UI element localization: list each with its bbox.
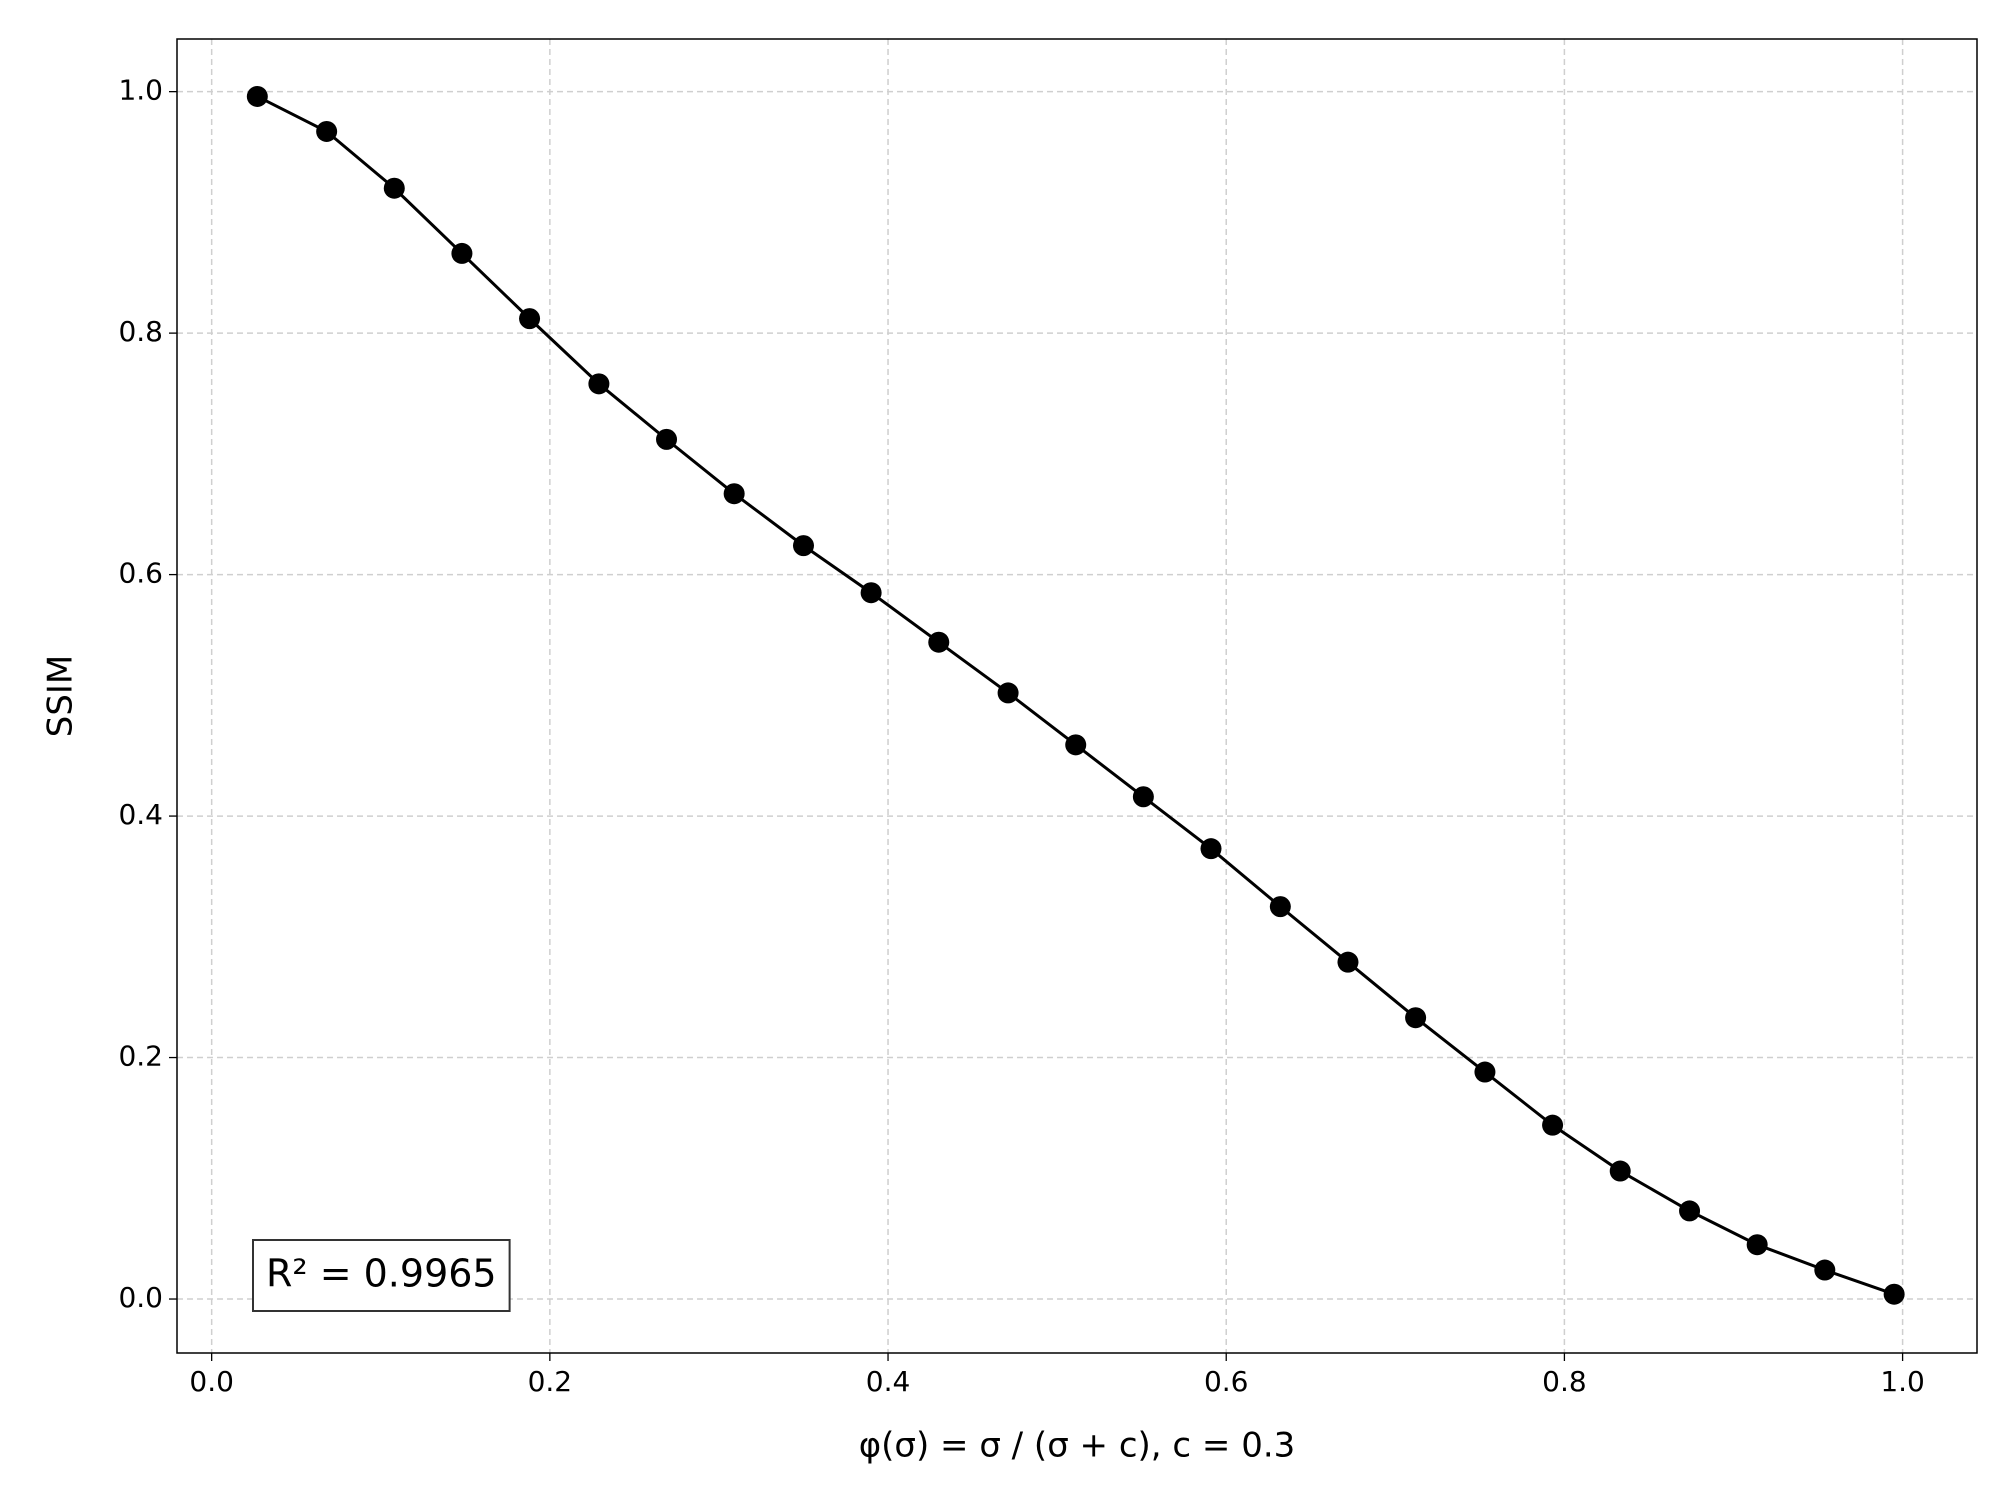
data-point	[1269, 896, 1291, 918]
data-point	[1200, 838, 1222, 860]
data-point	[928, 631, 950, 653]
y-tick-label: 0.2	[118, 1040, 163, 1073]
data-point	[316, 120, 338, 142]
data-point	[1132, 786, 1154, 808]
data-point	[1883, 1283, 1905, 1305]
data-point	[1065, 734, 1087, 756]
x-tick-label: 0.6	[1204, 1365, 1249, 1398]
annotation: R² = 0.9965	[266, 1252, 497, 1296]
y-axis-label: SSIM	[41, 655, 81, 738]
x-tick-label: 0.2	[528, 1365, 573, 1398]
y-tick-label: 0.8	[118, 315, 163, 348]
x-tick-label: 0.4	[866, 1365, 911, 1398]
data-point	[656, 428, 678, 450]
data-point	[246, 85, 268, 107]
data-point	[451, 242, 473, 264]
y-tick-label: 1.0	[118, 74, 163, 107]
data-point	[860, 582, 882, 604]
annotation-box	[252, 1239, 511, 1312]
x-axis-label: φ(σ) = σ / (σ + c), c = 0.3	[859, 1426, 1296, 1466]
data-point	[588, 373, 610, 395]
plot-frame	[176, 38, 1978, 1354]
data-point	[997, 682, 1019, 704]
data-point	[1679, 1200, 1701, 1222]
y-tick-label: 0.0	[118, 1281, 163, 1314]
x-tick-label: 0.8	[1542, 1365, 1587, 1398]
data-point	[383, 177, 405, 199]
data-point	[1814, 1259, 1836, 1281]
x-tick-label: 0.0	[189, 1365, 234, 1398]
x-tick-label: 1.0	[1880, 1365, 1925, 1398]
data-point	[792, 535, 814, 557]
y-tick-label: 0.4	[118, 798, 163, 831]
data-point	[519, 308, 541, 330]
y-tick-label: 0.6	[118, 557, 163, 590]
data-point	[1542, 1114, 1564, 1136]
data-point	[723, 483, 745, 505]
data-point	[1405, 1007, 1427, 1029]
data-point	[1746, 1234, 1768, 1256]
data-point	[1609, 1160, 1631, 1182]
data-point	[1337, 951, 1359, 973]
data-point	[1474, 1061, 1496, 1083]
